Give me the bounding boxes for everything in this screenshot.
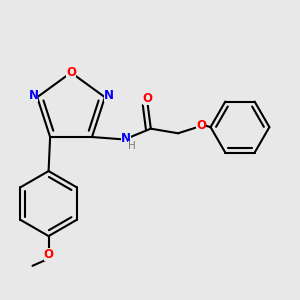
Text: O: O	[44, 248, 54, 260]
Text: N: N	[121, 132, 131, 145]
Text: N: N	[28, 89, 38, 102]
Text: N: N	[103, 89, 114, 102]
Text: O: O	[196, 119, 206, 132]
Text: O: O	[143, 92, 153, 105]
Text: O: O	[66, 66, 76, 79]
Text: H: H	[128, 141, 136, 151]
